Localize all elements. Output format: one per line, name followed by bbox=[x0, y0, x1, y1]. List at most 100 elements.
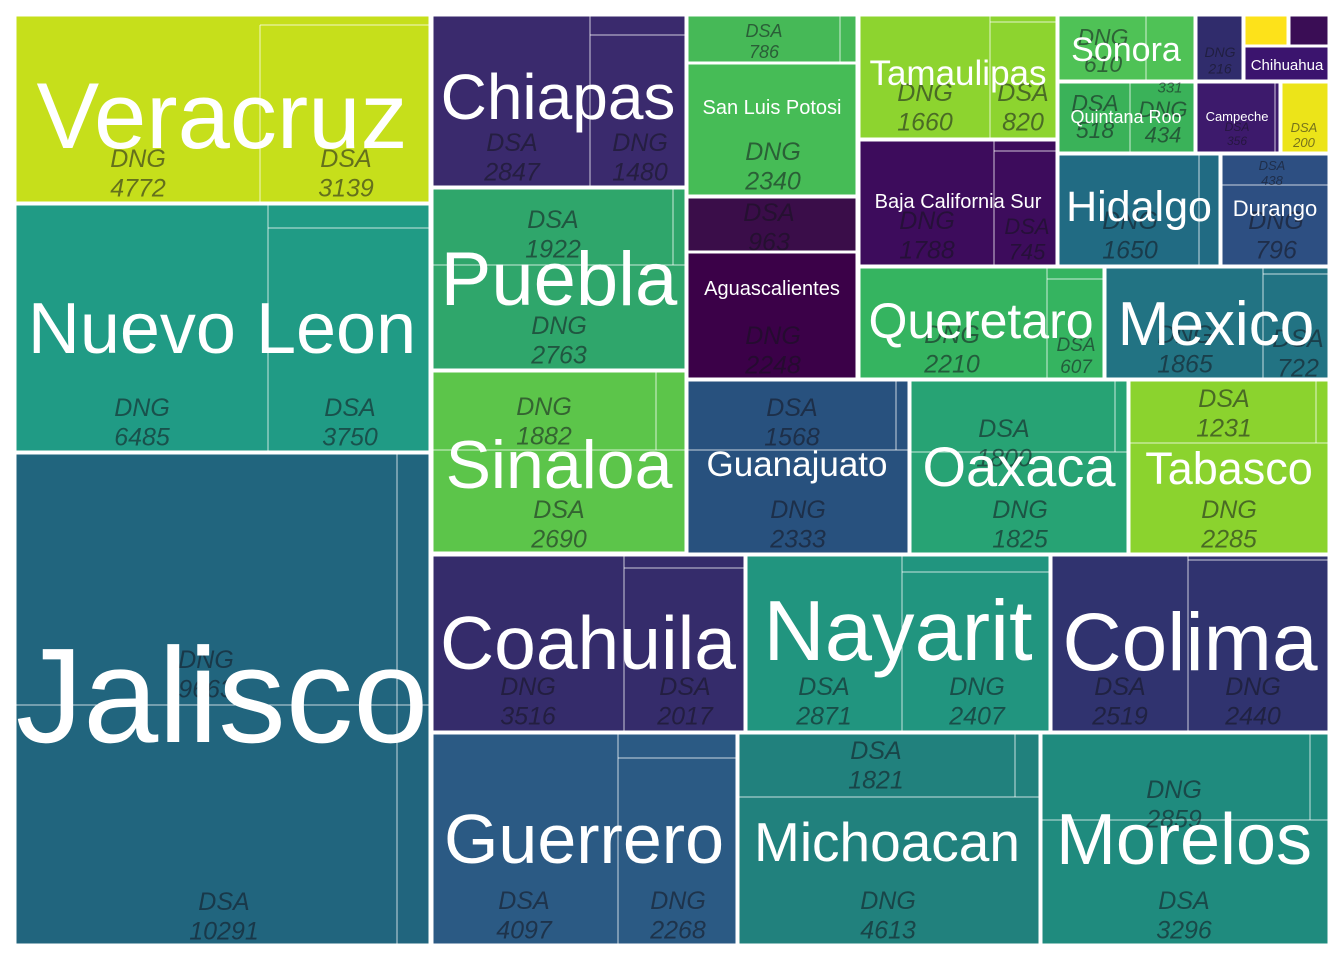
tile-value: 1480 bbox=[612, 158, 668, 186]
tile-value: 1821 bbox=[848, 766, 904, 794]
tile-label: DSA bbox=[798, 673, 849, 701]
tile-value: 2440 bbox=[1224, 702, 1281, 730]
tile-label: DSA bbox=[1198, 385, 1249, 413]
state-block-baja-california-sur bbox=[857, 138, 1059, 268]
tile-value: 610 bbox=[1084, 51, 1123, 77]
state-block-oaxaca bbox=[908, 378, 1130, 556]
tile-label: DNG bbox=[770, 496, 826, 524]
state-label: Nayarit bbox=[763, 584, 1032, 679]
tile-value: 2210 bbox=[923, 350, 980, 378]
tile-label: DSA bbox=[527, 206, 578, 234]
tile-label: DNG bbox=[650, 887, 706, 915]
tile-label: DNG bbox=[612, 129, 668, 157]
state-label: Aguascalientes bbox=[704, 278, 840, 300]
state-label: Mexico bbox=[1118, 290, 1314, 359]
state-label: Guerrero bbox=[444, 800, 724, 878]
tile-value: 963 bbox=[748, 228, 790, 256]
tile-label: DNG bbox=[992, 496, 1048, 524]
tile-label: DSA bbox=[997, 79, 1048, 107]
tile-label: DSA bbox=[1056, 335, 1095, 356]
state-block-morelos bbox=[1039, 731, 1331, 947]
state-block-tamaulipas bbox=[857, 13, 1059, 141]
tile-value: 1788 bbox=[899, 236, 955, 264]
state-label: Coahuila bbox=[440, 601, 736, 685]
state-block-sonora bbox=[1056, 13, 1197, 83]
tile-label: DNG bbox=[924, 321, 980, 349]
tile-value: 200 bbox=[1292, 135, 1315, 150]
tile-label: DSA bbox=[1158, 887, 1209, 915]
tile-label: DNG bbox=[531, 312, 587, 340]
tile-value: 2847 bbox=[483, 158, 541, 186]
tile-value: 2763 bbox=[530, 341, 587, 369]
tile-label: DSA bbox=[978, 415, 1029, 443]
tile-label: DNG bbox=[899, 207, 955, 235]
tile-label: DNG bbox=[1248, 207, 1304, 235]
tile-label: DNG bbox=[1204, 44, 1235, 60]
tile-value: 356 bbox=[1227, 134, 1247, 148]
state-block-nayarit bbox=[744, 553, 1052, 734]
state-label: Michoacan bbox=[754, 811, 1020, 873]
state-block-dng-216-block bbox=[1194, 13, 1245, 83]
state-block-sinaloa bbox=[430, 369, 688, 555]
tile-value: 1568 bbox=[764, 423, 820, 451]
state-label: Guanajuato bbox=[707, 445, 888, 484]
tile-value: 2268 bbox=[649, 916, 706, 944]
tile-label: DSA bbox=[659, 673, 710, 701]
state-block-veracruz bbox=[13, 13, 432, 205]
tile-label: DNG bbox=[500, 673, 556, 701]
tile-label: DSA bbox=[486, 129, 537, 157]
tile-label: DSA bbox=[1225, 120, 1250, 134]
state-label: Tamaulipas bbox=[869, 54, 1046, 93]
state-label: Tabasco bbox=[1145, 443, 1313, 494]
tile-label: DSA bbox=[324, 394, 375, 422]
tile-value: 1660 bbox=[897, 108, 953, 136]
tile-value: 2690 bbox=[530, 525, 587, 553]
state-block-durango bbox=[1219, 152, 1331, 268]
state-block-quintana-roo bbox=[1056, 80, 1197, 155]
state-block-chiapas bbox=[430, 13, 688, 189]
tile-value: 1825 bbox=[992, 525, 1048, 553]
state-label: Puebla bbox=[441, 237, 678, 322]
state-label: Hidalgo bbox=[1066, 183, 1212, 231]
state-label: Chihuahua bbox=[1251, 57, 1324, 74]
tile-value: 1865 bbox=[1157, 350, 1213, 378]
tile-label: DSA bbox=[320, 145, 371, 173]
tile-label: DSA bbox=[198, 888, 249, 916]
tile-value: 4613 bbox=[860, 916, 916, 944]
tile-label: DSA bbox=[1291, 120, 1318, 135]
tile-value: 2859 bbox=[1145, 805, 1202, 833]
tile-label: DNG bbox=[745, 138, 801, 166]
tile-label: DNG bbox=[178, 646, 234, 674]
tile-label: DNG bbox=[949, 673, 1005, 701]
tile-label: DNG bbox=[897, 79, 953, 107]
tile-label: DNG bbox=[745, 322, 801, 350]
tile-value: 3750 bbox=[322, 423, 378, 451]
tile-value: 2248 bbox=[744, 351, 801, 379]
tile-value: 4772 bbox=[110, 174, 166, 202]
state-label: Sonora bbox=[1071, 31, 1181, 69]
tile-label: DNG bbox=[110, 145, 166, 173]
tile-value: 745 bbox=[1009, 240, 1046, 265]
tile-value: 2285 bbox=[1200, 525, 1257, 553]
tile-value: 1650 bbox=[1102, 236, 1158, 264]
tile-value: 434 bbox=[1145, 123, 1182, 148]
tile-value: 786 bbox=[749, 42, 780, 62]
tile-label: DSA bbox=[533, 496, 584, 524]
state-block-colima bbox=[1049, 553, 1331, 734]
state-block-campeche bbox=[1194, 80, 1282, 155]
state-label: Nuevo Leon bbox=[28, 289, 416, 369]
tile-value: 2017 bbox=[656, 702, 714, 730]
state-block-tiny-yellow-a bbox=[1242, 13, 1290, 48]
tile-value: 10291 bbox=[189, 917, 259, 945]
tile-label: DSA bbox=[1094, 673, 1145, 701]
state-label: Baja California Sur bbox=[875, 191, 1042, 213]
tile-value: 722 bbox=[1277, 354, 1319, 382]
state-label: Morelos bbox=[1056, 800, 1312, 880]
state-block-nuevo-leon bbox=[13, 202, 432, 454]
tile-value: 2407 bbox=[948, 702, 1006, 730]
tile-value: 1882 bbox=[516, 422, 572, 450]
tile-label: DSA bbox=[1259, 158, 1286, 173]
tile-value: 6485 bbox=[114, 423, 170, 451]
tile-label: DNG bbox=[1225, 673, 1281, 701]
